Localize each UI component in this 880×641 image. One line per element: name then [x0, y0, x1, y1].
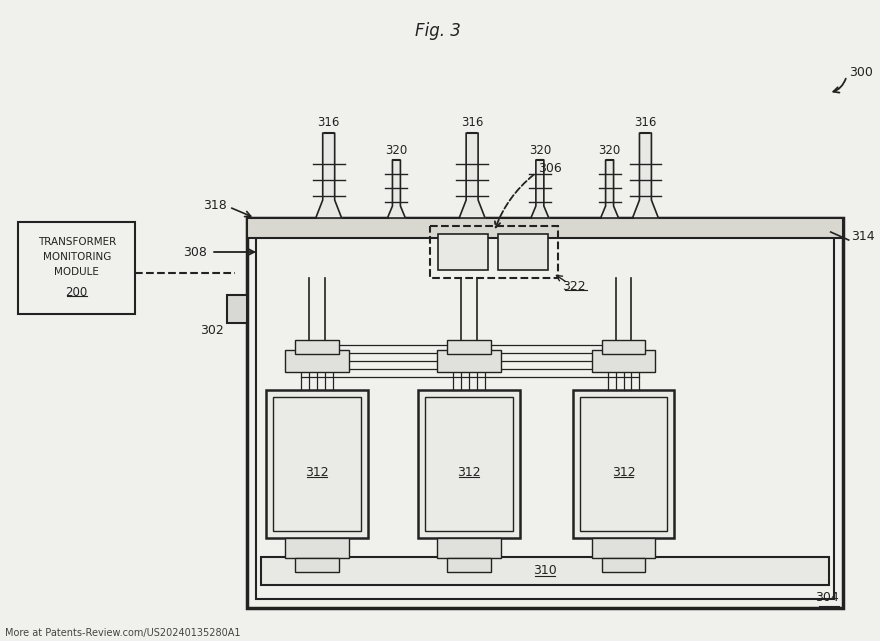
Text: More at Patents-Review.com/US20240135280A1: More at Patents-Review.com/US20240135280…: [5, 628, 240, 638]
Bar: [425, 397, 513, 531]
Text: 322: 322: [561, 280, 585, 293]
Text: 310: 310: [533, 565, 557, 578]
Text: MONITORING: MONITORING: [42, 252, 111, 262]
Bar: [256, 227, 833, 599]
Bar: [285, 538, 348, 558]
Text: 312: 312: [458, 465, 481, 478]
Bar: [247, 218, 843, 608]
Bar: [437, 350, 501, 372]
Text: MODULE: MODULE: [55, 267, 99, 277]
Bar: [273, 397, 361, 531]
Bar: [591, 538, 656, 558]
Bar: [430, 226, 558, 278]
Bar: [580, 397, 667, 531]
Bar: [602, 558, 645, 572]
Text: 318: 318: [203, 199, 227, 212]
Bar: [498, 234, 548, 270]
Bar: [295, 558, 339, 572]
Bar: [295, 340, 339, 354]
Text: 320: 320: [598, 144, 620, 156]
Bar: [591, 350, 656, 372]
Polygon shape: [387, 160, 406, 218]
Text: 300: 300: [848, 65, 872, 78]
Text: 302: 302: [201, 324, 224, 337]
Text: 316: 316: [318, 115, 340, 128]
Text: 306: 306: [538, 162, 561, 174]
Polygon shape: [531, 160, 549, 218]
Bar: [447, 558, 491, 572]
Bar: [247, 218, 843, 238]
Text: 312: 312: [305, 465, 328, 478]
Text: 316: 316: [461, 115, 483, 128]
Bar: [261, 557, 829, 585]
Text: 316: 316: [634, 115, 656, 128]
Bar: [602, 340, 645, 354]
Bar: [285, 350, 348, 372]
Text: 320: 320: [385, 144, 407, 156]
Text: 304: 304: [815, 591, 839, 604]
Bar: [418, 390, 520, 538]
Bar: [18, 222, 136, 314]
Polygon shape: [459, 133, 485, 218]
Text: 200: 200: [66, 285, 88, 299]
Polygon shape: [633, 133, 658, 218]
Bar: [437, 538, 501, 558]
Bar: [266, 390, 368, 538]
Text: TRANSFORMER: TRANSFORMER: [38, 237, 116, 247]
Polygon shape: [316, 133, 341, 218]
Bar: [438, 234, 488, 270]
Text: 312: 312: [612, 465, 635, 478]
Polygon shape: [601, 160, 619, 218]
Bar: [447, 340, 491, 354]
Bar: [227, 295, 247, 323]
Text: 308: 308: [183, 246, 207, 258]
Text: Fig. 3: Fig. 3: [415, 22, 461, 40]
Bar: [573, 390, 674, 538]
Text: 314: 314: [851, 229, 874, 242]
Text: 320: 320: [529, 144, 551, 156]
